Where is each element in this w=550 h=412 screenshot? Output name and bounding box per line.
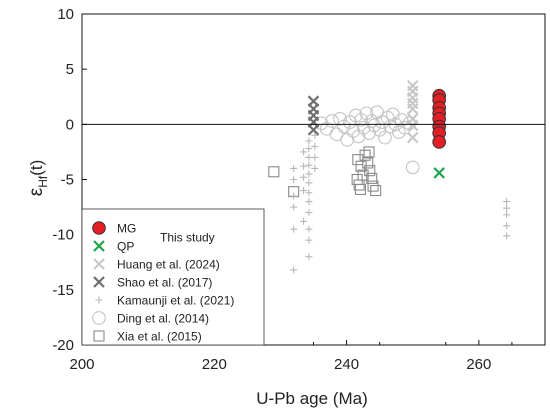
point-xia-et-al-2015-11	[366, 172, 378, 184]
y-tick-label-4: -10	[52, 227, 74, 244]
legend-items: MG QP Huang et al. (2024) Shao et al. (2017…	[92, 221, 234, 344]
point-kamaunji-et-al-2021-24	[311, 142, 319, 150]
point-kamaunji-et-al-2021-22	[305, 253, 313, 261]
point-kamaunji-et-al-2021-6	[300, 148, 308, 156]
point-kamaunji-et-al-2021-25	[311, 153, 319, 161]
point-xia-et-al-2015-14	[363, 146, 375, 158]
point-kamaunji-et-al-2021-29	[503, 211, 511, 219]
point-ding-et-al-2014-2	[325, 114, 339, 128]
point-ding-et-al-2014-20	[378, 130, 392, 145]
legend-box	[81, 208, 265, 346]
point-kamaunji-et-al-2021-10	[300, 217, 308, 225]
point-ding-et-al-2014-16	[367, 118, 382, 133]
point-xia-et-al-2015-13	[370, 184, 382, 197]
legend-label-huang-et-al-2024: Huang et al. (2024)	[117, 258, 220, 272]
point-kamaunji-et-al-2021-0	[290, 164, 298, 172]
point-kamaunji-et-al-2021-11	[305, 137, 313, 145]
y-axis-title: εHf(t)	[26, 160, 50, 197]
point-kamaunji-et-al-2021-14	[305, 161, 313, 169]
point-xia-et-al-2015-7	[354, 183, 367, 195]
point-huang-et-al-2024-7	[406, 131, 419, 144]
y-tick-label-5: -15	[52, 282, 74, 299]
plot-marks	[268, 79, 511, 274]
point-kamaunji-et-al-2021-13	[305, 153, 313, 161]
point-xia-et-al-2015-0	[268, 166, 280, 178]
legend-marker-kamaunji-et-al-2021	[95, 296, 103, 304]
point-shao-et-al-2017-4	[307, 124, 320, 136]
y-tick-label-1: 5	[66, 61, 74, 78]
legend-label-mg: MG	[117, 222, 136, 236]
point-kamaunji-et-al-2021-3	[290, 203, 298, 211]
legend-marker-xia-et-al-2015	[93, 330, 105, 342]
point-ding-et-al-2014-3	[329, 127, 344, 142]
legend-marker-shao-et-al-2017	[93, 276, 105, 288]
point-kamaunji-et-al-2021-7	[300, 162, 308, 170]
legend-label-shao-et-al-2017: Shao et al. (2017)	[117, 276, 212, 290]
point-xia-et-al-2015-10	[364, 165, 376, 177]
y-axis-title-main: ε	[26, 187, 47, 196]
point-ding-et-al-2014-26	[394, 113, 409, 127]
point-kamaunji-et-al-2021-17	[305, 189, 313, 197]
point-ding-et-al-2014-4	[333, 111, 347, 126]
legend-marker-ding-et-al-2014	[92, 311, 106, 325]
point-ding-et-al-2014-19	[375, 115, 390, 129]
y-axis-title-tail: (t)	[27, 160, 46, 176]
x-tick-label-2: 240	[334, 356, 359, 373]
x-tick-label-0: 200	[69, 356, 94, 373]
point-ding-et-al-2014-6	[340, 132, 355, 147]
y-tick-label-0: 10	[57, 6, 74, 23]
y-axis: 10 5 0 -5 -10 -15 -20	[52, 6, 87, 354]
x-tick-label-3: 260	[466, 356, 491, 373]
y-tick-label-3: -5	[61, 172, 74, 189]
point-huang-et-al-2024-4	[406, 103, 419, 115]
y-axis-title-sub: Hf	[36, 175, 50, 188]
point-xia-et-al-2015-12	[367, 180, 379, 192]
point-kamaunji-et-al-2021-27	[503, 198, 511, 206]
point-xia-et-al-2015-8	[359, 149, 371, 161]
legend-marker-mg	[92, 221, 106, 235]
point-kamaunji-et-al-2021-31	[503, 232, 511, 240]
legend: MG QP Huang et al. (2024) Shao et al. (2017…	[81, 208, 265, 346]
x-tick-label-1: 220	[202, 356, 227, 373]
legend-label-qp: QP	[117, 240, 134, 254]
legend-label-kamaunji-et-al-2021: Kamaunji et al. (2021)	[117, 294, 234, 308]
point-kamaunji-et-al-2021-9	[300, 187, 308, 195]
point-xia-et-al-2015-3	[355, 160, 367, 172]
point-ding-et-al-2014-18	[372, 123, 387, 137]
point-qp-4	[433, 167, 445, 179]
point-kamaunji-et-al-2021-19	[305, 209, 313, 217]
legend-note: This study	[160, 231, 215, 245]
point-kamaunji-et-al-2021-26	[311, 164, 319, 172]
point-kamaunji-et-al-2021-15	[305, 170, 313, 178]
point-kamaunji-et-al-2021-30	[503, 222, 511, 230]
point-kamaunji-et-al-2021-12	[305, 145, 313, 153]
legend-marker-huang-et-al-2024	[93, 258, 105, 270]
legend-marker-qp	[93, 240, 105, 252]
point-ding-et-al-2014-13	[359, 106, 374, 121]
point-xia-et-al-2015-6	[353, 179, 365, 191]
point-kamaunji-et-al-2021-2	[290, 192, 298, 200]
point-kamaunji-et-al-2021-4	[290, 225, 298, 233]
legend-label-xia-et-al-2015: Xia et al. (2015)	[117, 330, 202, 344]
point-xia-et-al-2015-2	[352, 154, 364, 166]
point-kamaunji-et-al-2021-18	[305, 198, 313, 206]
point-kamaunji-et-al-2021-23	[311, 131, 319, 139]
point-kamaunji-et-al-2021-5	[290, 266, 298, 274]
point-mg-7	[432, 135, 446, 149]
point-kamaunji-et-al-2021-16	[305, 179, 313, 187]
point-xia-et-al-2015-9	[362, 157, 374, 169]
point-ding-et-al-2014-29	[405, 160, 420, 175]
point-kamaunji-et-al-2021-28	[503, 204, 511, 212]
y-tick-label-2: 0	[66, 116, 74, 133]
point-kamaunji-et-al-2021-8	[300, 173, 308, 181]
x-axis-title: U-Pb age (Ma)	[256, 389, 367, 408]
point-kamaunji-et-al-2021-21	[305, 236, 313, 244]
point-kamaunji-et-al-2021-1	[290, 176, 298, 183]
legend-label-ding-et-al-2014: Ding et al. (2014)	[117, 312, 209, 326]
point-huang-et-al-2024-6	[406, 119, 419, 132]
y-tick-label-6: -20	[52, 337, 74, 354]
point-kamaunji-et-al-2021-20	[305, 225, 313, 233]
point-ding-et-al-2014-9	[348, 108, 363, 123]
